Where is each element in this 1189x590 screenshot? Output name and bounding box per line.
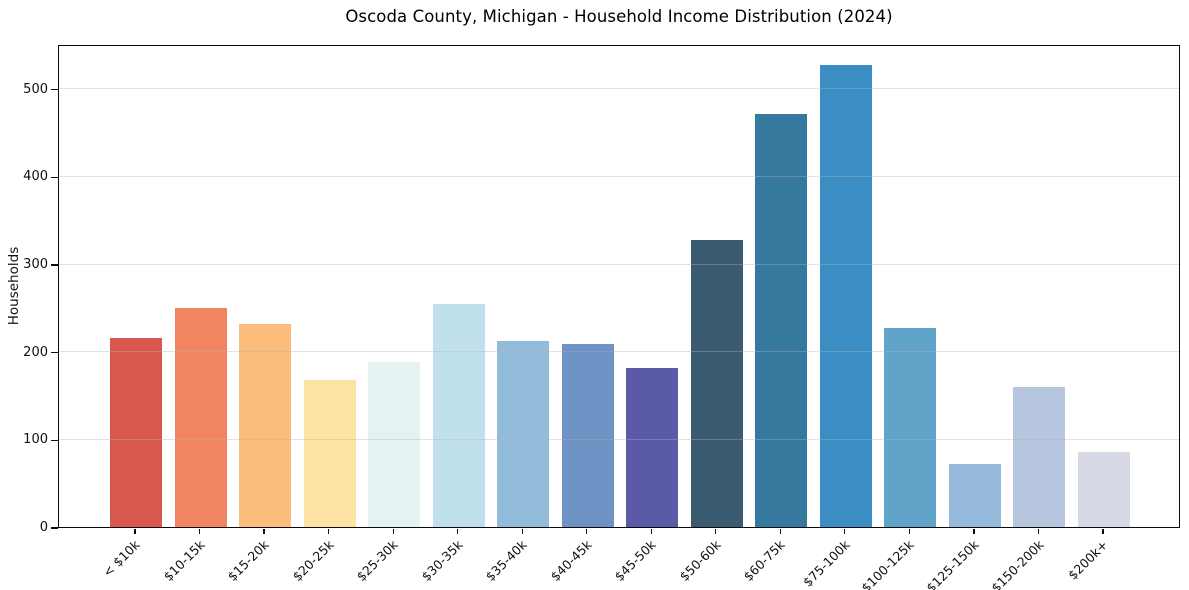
y-tick-label-200: 200 — [23, 344, 48, 360]
bar-$40-45k — [561, 343, 614, 527]
y-tick-label-100: 100 — [23, 432, 48, 448]
y-tick-label-500: 500 — [23, 81, 48, 97]
plot-area — [58, 45, 1180, 528]
x-tick-mark — [586, 528, 588, 534]
gridline-100 — [59, 438, 1179, 440]
y-tick-mark — [51, 264, 58, 266]
x-tick-mark — [1037, 528, 1040, 534]
bar-$150-200k — [1013, 386, 1066, 527]
bar-$50-60k — [690, 239, 743, 527]
bar-$25-30k — [368, 362, 421, 527]
y-tick-mark — [51, 352, 58, 354]
x-tick-mark — [521, 528, 523, 534]
y-tick-mark — [51, 89, 58, 91]
bar-$100-125k — [884, 328, 937, 527]
gridline-400 — [59, 175, 1179, 177]
bar-$20-25k — [303, 379, 356, 527]
x-tick-mark — [392, 528, 394, 534]
bar-$35-40k — [497, 341, 550, 527]
gridline-500 — [59, 88, 1179, 90]
y-tick-label-0: 0 — [39, 520, 48, 535]
x-tick-mark — [327, 528, 330, 534]
x-tick-mark — [715, 528, 717, 534]
y-tick-mark — [51, 176, 58, 178]
gridline-300 — [59, 263, 1179, 265]
x-tick-mark — [1102, 528, 1104, 534]
x-tick-mark — [844, 528, 846, 534]
y-tick-label-300: 300 — [23, 257, 48, 272]
x-tick-mark — [263, 528, 265, 534]
x-tick-mark — [973, 528, 975, 534]
x-tick-mark — [650, 528, 652, 534]
bar-$200k+ — [1077, 451, 1130, 527]
x-tick-label-< $10k: < $10k — [99, 537, 143, 580]
bar-$30-35k — [432, 303, 485, 527]
gridline-200 — [59, 351, 1179, 353]
y-tick-label-400: 400 — [23, 169, 48, 185]
bar-< $10k — [110, 337, 162, 527]
x-tick-mark — [779, 528, 781, 534]
bar-$125-150k — [948, 463, 1001, 527]
y-tick-mark — [51, 527, 58, 529]
bar-$15-20k — [239, 323, 292, 527]
x-tick-mark — [908, 528, 910, 534]
y-tick-mark — [51, 439, 58, 441]
x-tick-mark — [134, 528, 136, 534]
bar-$45-50k — [626, 367, 679, 527]
x-tick-mark — [457, 528, 459, 534]
x-tick-mark — [198, 528, 201, 534]
bar-$10-15k — [174, 307, 227, 527]
bar-$75-100k — [819, 65, 872, 527]
chart-title: Oscoda County, Michigan - Household Inco… — [345, 7, 893, 26]
bar-$60-75k — [755, 114, 808, 527]
